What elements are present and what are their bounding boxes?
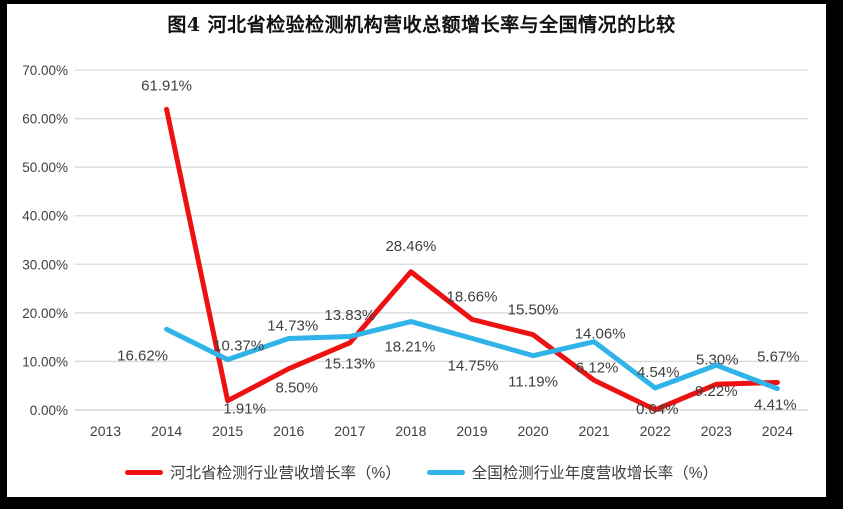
x-tick-label: 2019	[456, 423, 487, 439]
y-tick-label: 10.00%	[22, 354, 68, 369]
y-tick-label: 20.00%	[22, 306, 68, 321]
data-label: 18.66%	[447, 288, 498, 305]
chart-legend: 河北省检测行业营收增长率（%） 全国检测行业年度营收增长率（%）	[0, 459, 843, 485]
chart-paper	[7, 4, 826, 497]
x-tick-label: 2023	[701, 423, 732, 439]
legend-item-hebei: 河北省检测行业营收增长率（%）	[124, 461, 401, 483]
data-label: 13.83%	[324, 307, 375, 324]
national-series-line-swatch	[426, 469, 465, 475]
data-label: 4.41%	[754, 397, 797, 414]
y-tick-label: 60.00%	[22, 112, 68, 127]
hebei-series-line-swatch	[124, 469, 163, 475]
data-label: 14.73%	[267, 317, 318, 334]
data-label: 15.50%	[508, 302, 559, 319]
x-tick-label: 2015	[212, 423, 243, 439]
x-tick-label: 2020	[517, 423, 548, 439]
chart-title: 图4 河北省检验检测机构营收总额增长率与全国情况的比较	[167, 14, 676, 36]
data-label: 6.12%	[576, 359, 619, 376]
y-tick-label: 50.00%	[22, 160, 68, 175]
x-tick-label: 2018	[395, 423, 426, 439]
data-label: 15.13%	[324, 356, 375, 373]
data-label: 5.67%	[757, 348, 800, 365]
data-label: 9.22%	[695, 383, 738, 400]
data-label: 11.19%	[508, 374, 558, 391]
legend-label-hebei: 河北省检测行业营收增长率（%）	[169, 465, 401, 482]
data-label: 28.46%	[385, 238, 436, 255]
data-label: 4.54%	[637, 364, 680, 381]
series-line	[164, 106, 780, 413]
x-tick-label: 2013	[90, 423, 121, 439]
x-tick-label: 2021	[579, 423, 610, 439]
x-tick-label: 2022	[640, 423, 671, 439]
data-label: 8.50%	[275, 380, 318, 397]
data-label: 16.62%	[117, 347, 168, 364]
data-label: 5.30%	[696, 351, 739, 368]
y-tick-label: 40.00%	[22, 209, 68, 224]
data-label: 0.04%	[636, 401, 679, 418]
x-tick-label: 2014	[151, 423, 182, 439]
data-label: 1.91%	[223, 401, 266, 418]
data-label: 10.37%	[213, 338, 264, 355]
y-tick-label: 0.00%	[30, 403, 68, 418]
data-label: 14.06%	[575, 326, 626, 343]
data-label: 61.91%	[141, 77, 192, 94]
legend-item-national: 全国检测行业年度营收增长率（%）	[426, 461, 719, 483]
series-line	[164, 319, 780, 392]
y-tick-label: 30.00%	[22, 257, 68, 272]
x-tick-label: 2024	[762, 423, 793, 439]
data-label: 18.21%	[384, 339, 435, 356]
y-tick-label: 70.00%	[22, 63, 68, 78]
x-tick-label: 2016	[273, 423, 304, 439]
x-tick-label: 2017	[334, 423, 365, 439]
data-label: 14.75%	[448, 357, 499, 374]
legend-label-national: 全国检测行业年度营收增长率（%）	[471, 465, 719, 482]
